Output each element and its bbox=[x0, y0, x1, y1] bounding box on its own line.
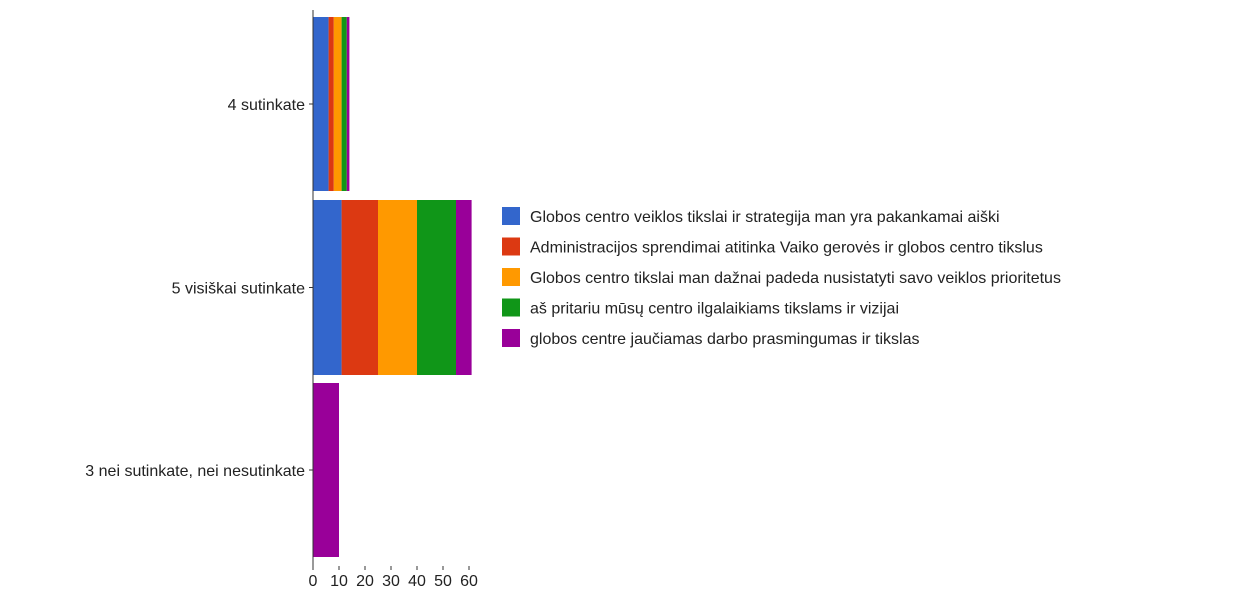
x-tick-label: 60 bbox=[460, 573, 478, 590]
legend-label: Globos centro veiklos tikslai ir strateg… bbox=[530, 209, 1000, 226]
x-tick-label: 50 bbox=[434, 573, 452, 590]
legend-swatch bbox=[502, 329, 520, 347]
category-label: 3 nei sutinkate, nei nesutinkate bbox=[85, 463, 305, 480]
bar-1-4 bbox=[456, 200, 472, 375]
bar-0-1 bbox=[328, 17, 334, 191]
legend: Globos centro veiklos tikslai ir strateg… bbox=[502, 207, 1061, 348]
category-label: 4 sutinkate bbox=[228, 97, 305, 114]
bar-0-4 bbox=[346, 17, 350, 191]
legend-swatch bbox=[502, 237, 520, 256]
bar-0-3 bbox=[341, 17, 347, 191]
legend-swatch bbox=[502, 268, 520, 286]
bar-1-1 bbox=[341, 200, 378, 375]
legend-label: Administracijos sprendimai atitinka Vaik… bbox=[530, 240, 1043, 257]
x-tick-label: 10 bbox=[330, 573, 348, 590]
legend-swatch bbox=[502, 298, 520, 317]
bar-1-0 bbox=[313, 200, 342, 375]
legend-label: aš pritariu mūsų centro ilgalaikiams tik… bbox=[530, 301, 899, 318]
bar-0-0 bbox=[313, 17, 329, 191]
x-tick-label: 20 bbox=[356, 573, 374, 590]
axes-layer: 4 sutinkate 5 visiškai sutinkate 3 nei sut… bbox=[85, 10, 478, 590]
x-tick-label: 30 bbox=[382, 573, 400, 590]
bar-0-2 bbox=[333, 17, 342, 191]
legend-swatch bbox=[502, 207, 520, 225]
x-tick-label: 40 bbox=[408, 573, 426, 590]
legend-label: globos centre jaučiamas darbo prasmingum… bbox=[530, 331, 920, 348]
bars-layer bbox=[313, 17, 472, 557]
bar-2-4 bbox=[313, 383, 339, 557]
bar-1-2 bbox=[378, 200, 417, 375]
category-label: 5 visiškai sutinkate bbox=[172, 281, 305, 298]
x-tick-label: 0 bbox=[309, 573, 318, 590]
bar-1-3 bbox=[417, 200, 456, 375]
legend-label: Globos centro tikslai man dažnai padeda … bbox=[530, 270, 1061, 287]
